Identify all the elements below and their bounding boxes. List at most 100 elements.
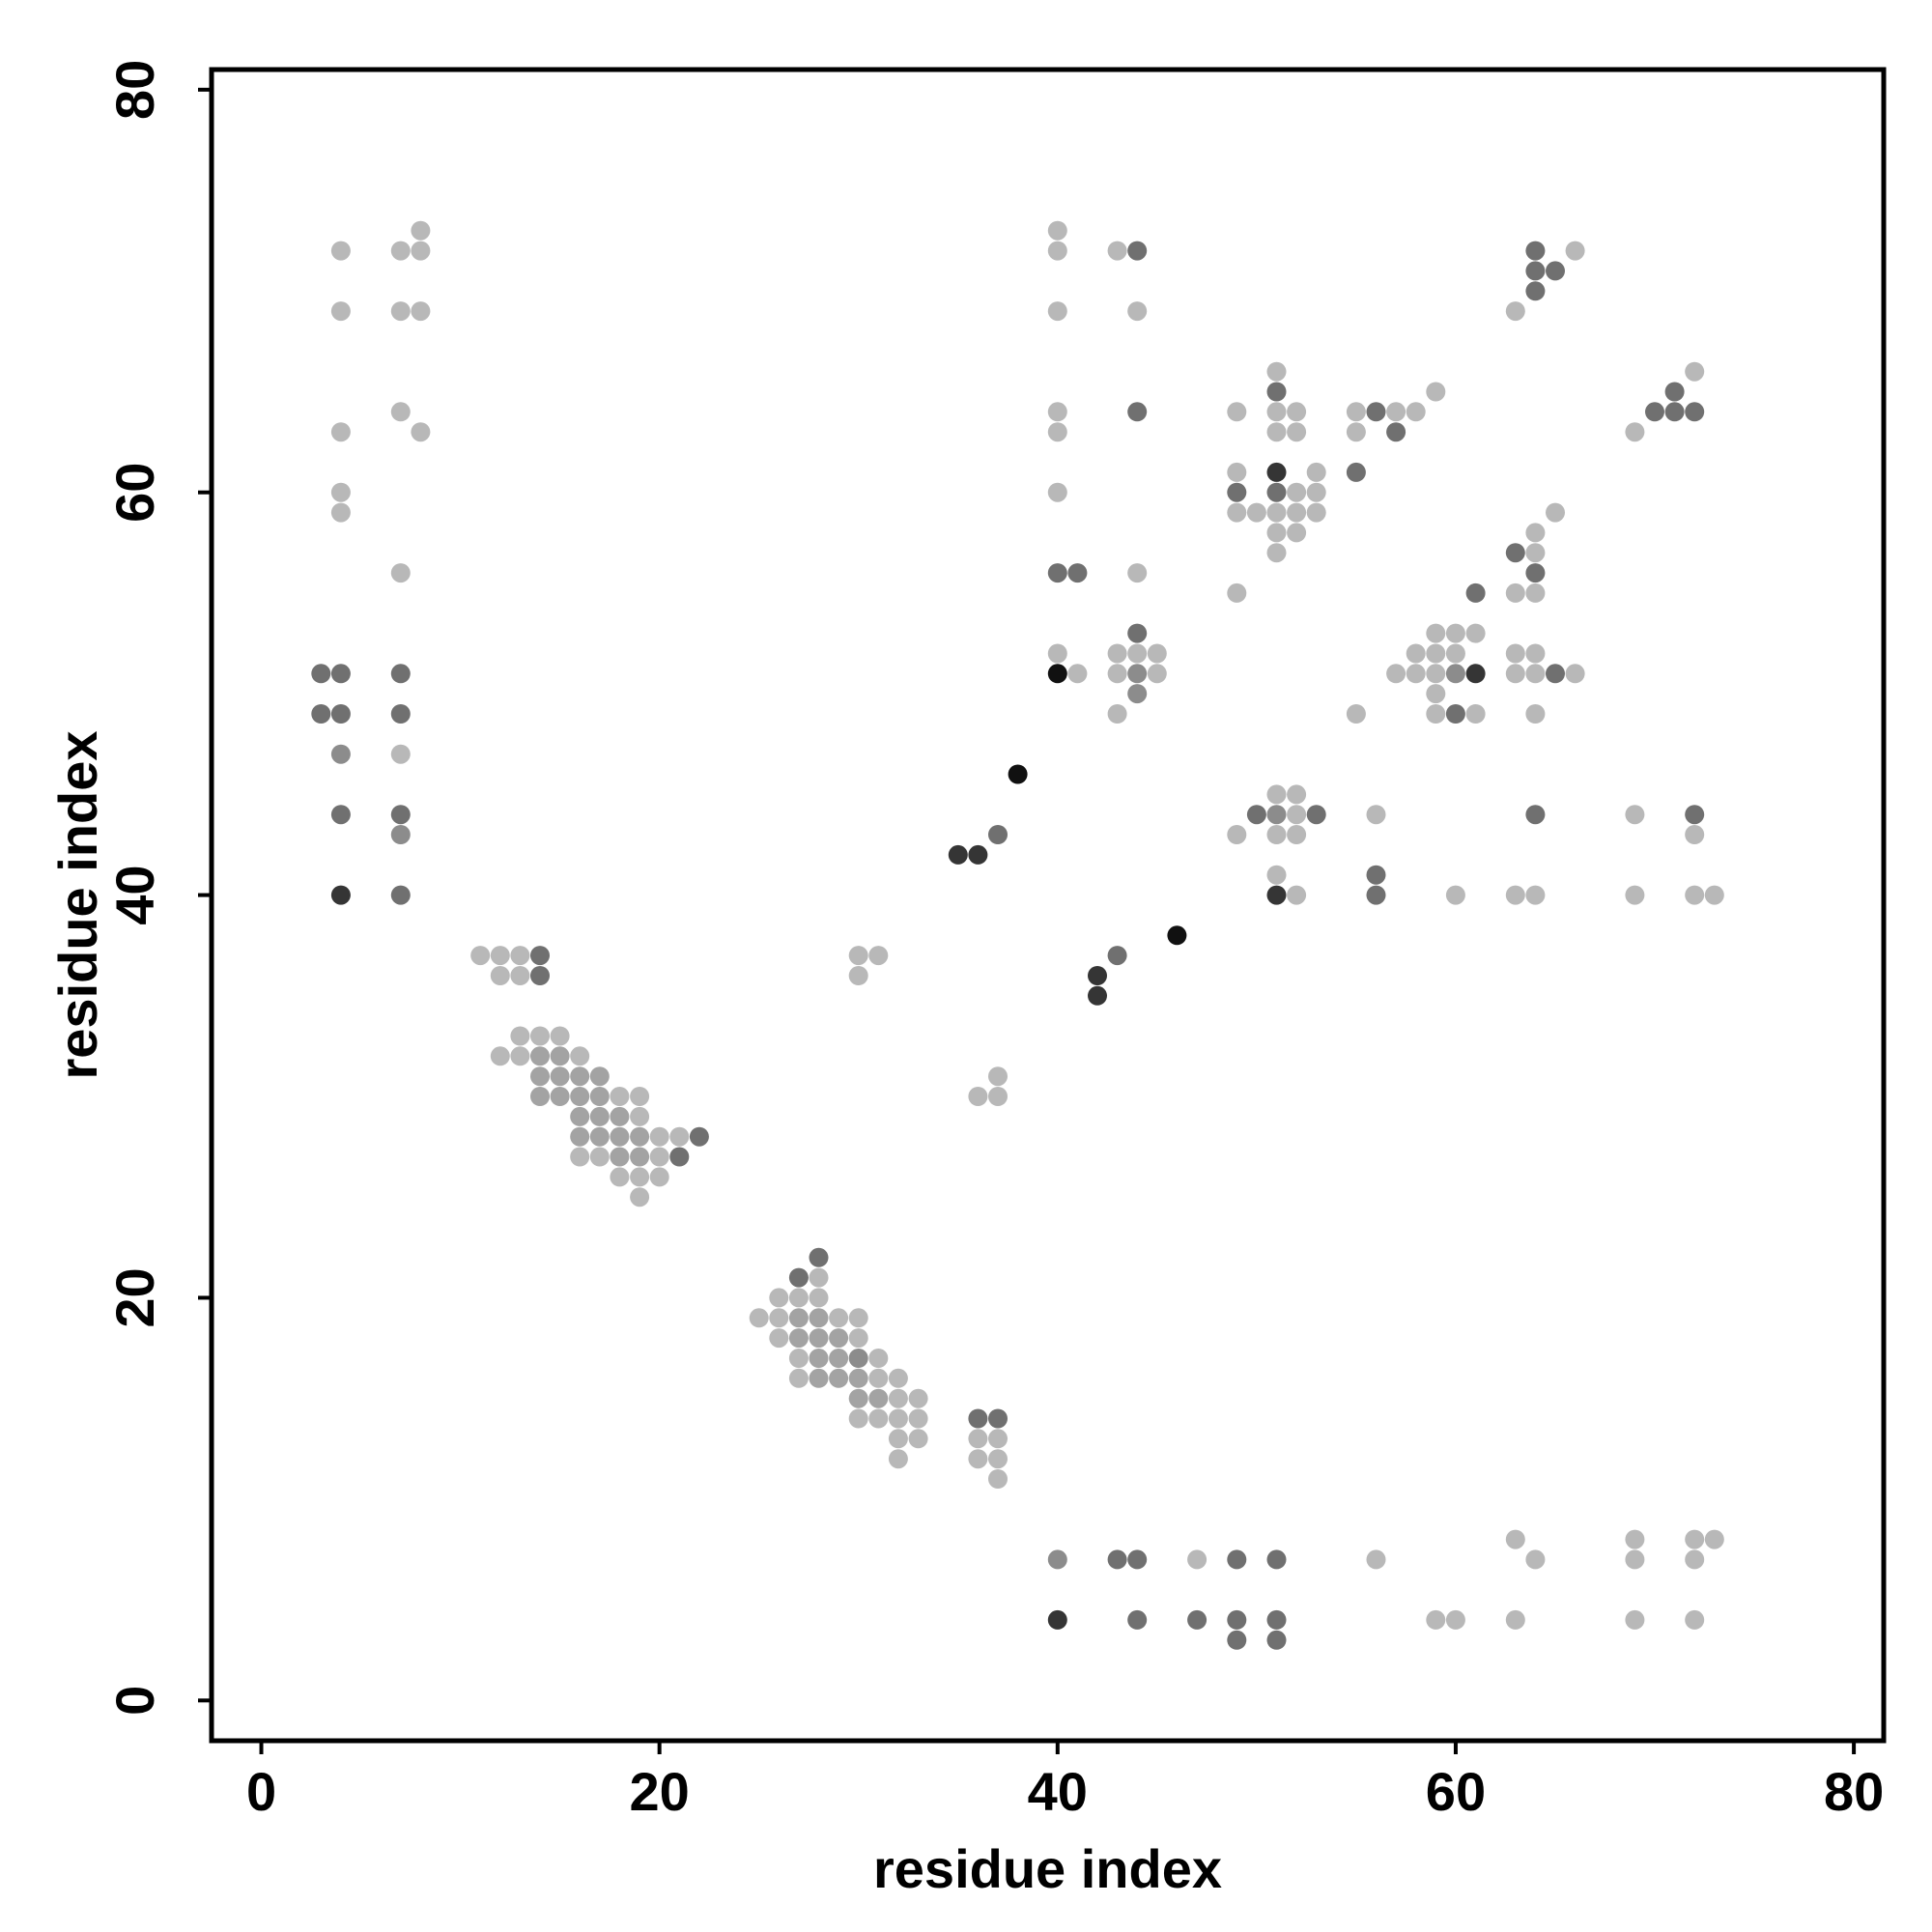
data-point: [610, 1167, 630, 1187]
data-point: [390, 885, 411, 905]
data-point: [788, 1328, 809, 1349]
data-point: [589, 1087, 610, 1106]
data-point: [1525, 563, 1546, 583]
data-point: [1346, 422, 1366, 442]
data-point: [1505, 664, 1525, 684]
data-point: [888, 1408, 908, 1429]
data-point: [1306, 462, 1326, 482]
data-point: [1266, 865, 1287, 885]
data-point: [649, 1126, 669, 1147]
data-point: [1127, 1609, 1148, 1630]
data-point: [829, 1349, 849, 1368]
data-point: [1505, 582, 1525, 603]
data-point: [669, 1126, 690, 1147]
x-axis-title: residue index: [873, 1838, 1222, 1899]
data-point: [788, 1349, 809, 1368]
data-point: [1187, 1609, 1208, 1630]
data-point: [1266, 523, 1287, 543]
data-point: [390, 825, 411, 844]
data-point: [1287, 482, 1307, 502]
data-point: [1107, 1549, 1127, 1570]
data-point: [669, 1147, 690, 1167]
data-point: [1047, 563, 1067, 583]
x-tick-label: 40: [1028, 1761, 1088, 1822]
x-tick-label: 20: [630, 1761, 690, 1822]
data-point: [829, 1308, 849, 1328]
data-point: [530, 946, 550, 966]
data-point: [630, 1126, 650, 1147]
data-point: [1147, 643, 1167, 664]
data-point: [1047, 1609, 1067, 1630]
data-point: [1366, 865, 1386, 885]
data-point: [1426, 664, 1446, 684]
data-point: [1525, 281, 1546, 301]
data-point: [829, 1328, 849, 1349]
data-point: [390, 664, 411, 684]
data-point: [330, 502, 351, 523]
data-point: [311, 704, 331, 724]
data-point: [1525, 261, 1546, 281]
data-point: [630, 1106, 650, 1126]
data-point: [1047, 402, 1067, 422]
data-point: [968, 1429, 988, 1449]
data-point: [1127, 623, 1148, 643]
data-point: [1525, 885, 1546, 905]
data-point: [1625, 1609, 1645, 1630]
data-point: [1685, 361, 1705, 382]
data-point: [1366, 402, 1386, 422]
data-point: [1465, 664, 1486, 684]
data-point: [1147, 664, 1167, 684]
data-point: [1406, 643, 1426, 664]
data-point: [550, 1066, 570, 1087]
data-point: [1685, 825, 1705, 844]
data-point: [868, 1408, 889, 1429]
data-point: [1266, 1630, 1287, 1650]
data-point: [1366, 805, 1386, 825]
data-point: [570, 1046, 590, 1066]
data-point: [1266, 502, 1287, 523]
data-point: [1505, 1609, 1525, 1630]
data-point: [1187, 1549, 1208, 1570]
data-point: [1445, 623, 1465, 643]
data-point: [1107, 643, 1127, 664]
data-point: [988, 825, 1008, 844]
data-point: [1047, 301, 1067, 322]
data-point: [1445, 704, 1465, 724]
data-point: [1565, 664, 1585, 684]
data-point: [589, 1066, 610, 1087]
data-point: [1008, 764, 1028, 784]
data-point: [570, 1126, 590, 1147]
data-point: [1088, 985, 1107, 1006]
points-layer: [311, 220, 1724, 1650]
data-point: [1227, 825, 1247, 844]
data-point: [530, 1087, 550, 1106]
data-point: [330, 241, 351, 261]
data-point: [868, 1388, 889, 1408]
data-point: [1047, 643, 1067, 664]
data-point: [1445, 664, 1465, 684]
data-point: [1525, 241, 1546, 261]
data-point: [968, 1087, 988, 1106]
data-point: [390, 301, 411, 322]
data-point: [1287, 784, 1307, 805]
data-point: [510, 1046, 530, 1066]
data-point: [1306, 482, 1326, 502]
data-point: [1246, 502, 1266, 523]
data-point: [988, 1066, 1008, 1087]
data-point: [1227, 1630, 1247, 1650]
data-point: [1685, 1529, 1705, 1549]
data-point: [689, 1126, 709, 1147]
data-point: [1625, 805, 1645, 825]
data-point: [1386, 402, 1406, 422]
data-point: [1266, 543, 1287, 563]
data-point: [1107, 664, 1127, 684]
data-point: [848, 1408, 868, 1429]
data-point: [1088, 966, 1107, 985]
data-point: [1445, 1609, 1465, 1630]
data-point: [1227, 502, 1247, 523]
data-point: [550, 1087, 570, 1106]
data-point: [411, 422, 431, 442]
data-point: [390, 241, 411, 261]
data-point: [1426, 684, 1446, 704]
